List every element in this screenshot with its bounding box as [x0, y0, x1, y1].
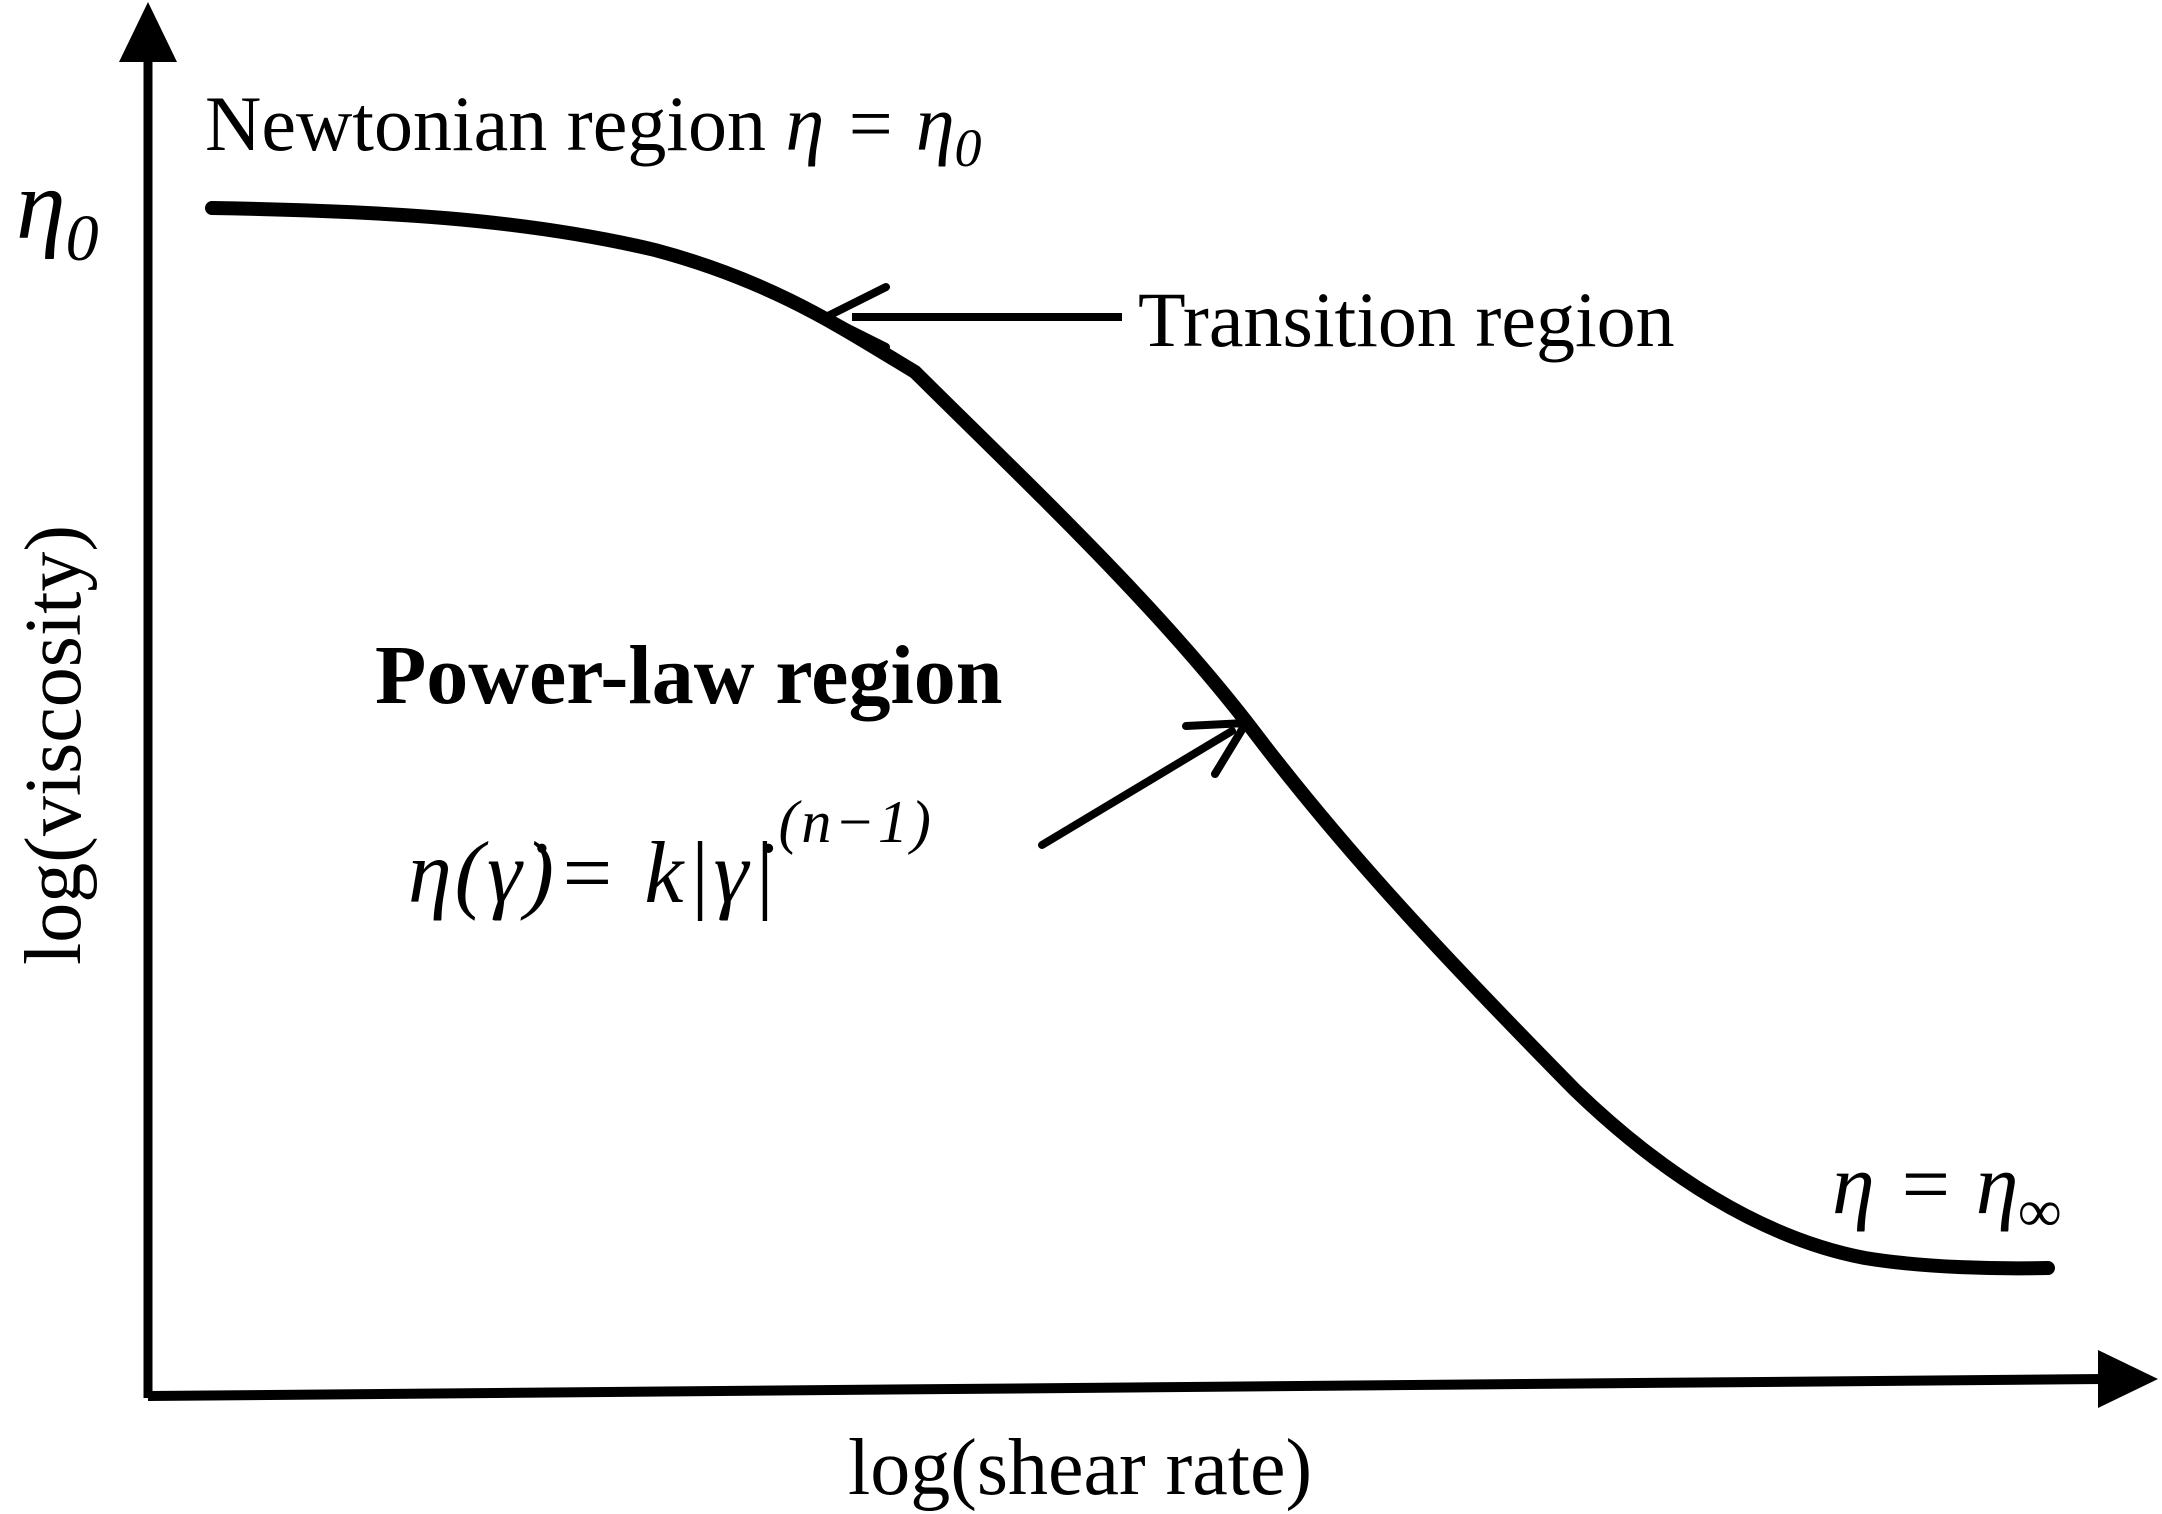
y-axis-label: log(viscosity)	[10, 525, 98, 965]
eta-zero-tick-label: η0	[16, 149, 99, 275]
power-law-arrow-icon	[1182, 719, 1250, 778]
newtonian-region-label: Newtonian region η = η0	[205, 80, 982, 178]
eta-infinity-label: η = η∞	[1832, 1136, 2061, 1244]
x-axis-arrowhead-icon	[2098, 1350, 2158, 1408]
x-axis-label: log(shear rate)	[848, 1424, 1312, 1512]
transition-arrow-icon	[822, 283, 890, 351]
power-law-equation: η(γ̇)= k|γ̇|(n−1)	[408, 789, 934, 922]
transition-region-label: Transition region	[1138, 276, 1675, 363]
power-law-arrow-line	[1038, 727, 1236, 849]
power-law-region-label: Power-law region	[375, 629, 1003, 722]
x-axis	[147, 1374, 2105, 1401]
y-axis-arrowhead-icon	[119, 2, 177, 62]
viscosity-curve	[205, 201, 2055, 1276]
